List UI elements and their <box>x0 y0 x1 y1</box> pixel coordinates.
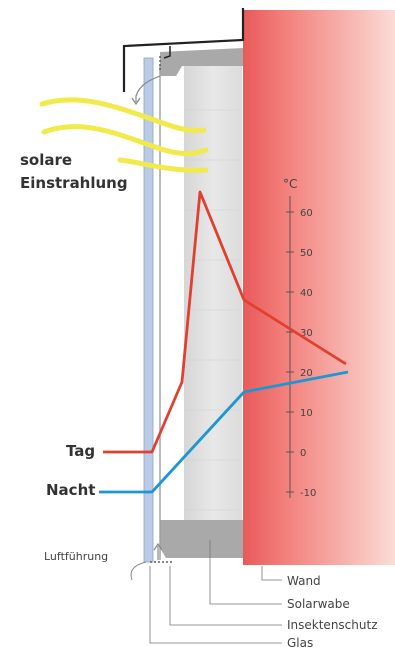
scale-tick-label: 30 <box>300 328 313 339</box>
temperature-scale: °C 60 50 40 30 20 10 0 -10 <box>283 177 316 499</box>
solar-ray-1 <box>39 97 207 133</box>
airflow-curve-bottom <box>130 561 147 581</box>
solar-ray-2 <box>41 124 209 157</box>
airflow-label: Luftführung <box>44 550 108 563</box>
top-flashing-inner <box>163 46 171 59</box>
airflow-arrow-top <box>135 75 161 102</box>
scale-tick-label: -10 <box>300 488 316 499</box>
scale-tick-label: 20 <box>300 368 313 379</box>
bottom-frame <box>160 520 243 558</box>
wall-label: Wand <box>287 574 321 588</box>
insect-screen-label: Insektenschutz <box>287 618 378 632</box>
day-temperature-curve <box>103 190 347 454</box>
glass-pane <box>143 57 154 563</box>
scale-tick-label: 60 <box>300 208 313 219</box>
scale-tick-label: 0 <box>300 448 306 459</box>
airflow-arrowhead-top <box>131 97 141 106</box>
solar-honeycomb-panel <box>184 66 242 544</box>
glass-label: Glas <box>287 636 313 648</box>
wall <box>243 10 395 565</box>
top-flashing <box>122 8 245 92</box>
night-temperature-curve <box>99 370 349 494</box>
honeycomb-lines <box>186 109 240 511</box>
day-label: Tag <box>66 442 95 460</box>
solar-label-line2: Einstrahlung <box>20 174 128 192</box>
scale-unit: °C <box>283 177 297 191</box>
scale-tick-label: 10 <box>300 408 313 419</box>
solar-label-line1: solare <box>20 151 72 169</box>
scale-tick-label: 50 <box>300 248 313 259</box>
solar-ray-3 <box>117 157 209 173</box>
scale-tick-label: 40 <box>300 288 313 299</box>
solar-honeycomb-label: Solarwabe <box>287 597 350 611</box>
night-label: Nacht <box>46 481 95 499</box>
airflow-arrowhead-bottom <box>153 542 163 551</box>
top-frame <box>160 48 243 76</box>
callout-lines <box>149 540 282 644</box>
